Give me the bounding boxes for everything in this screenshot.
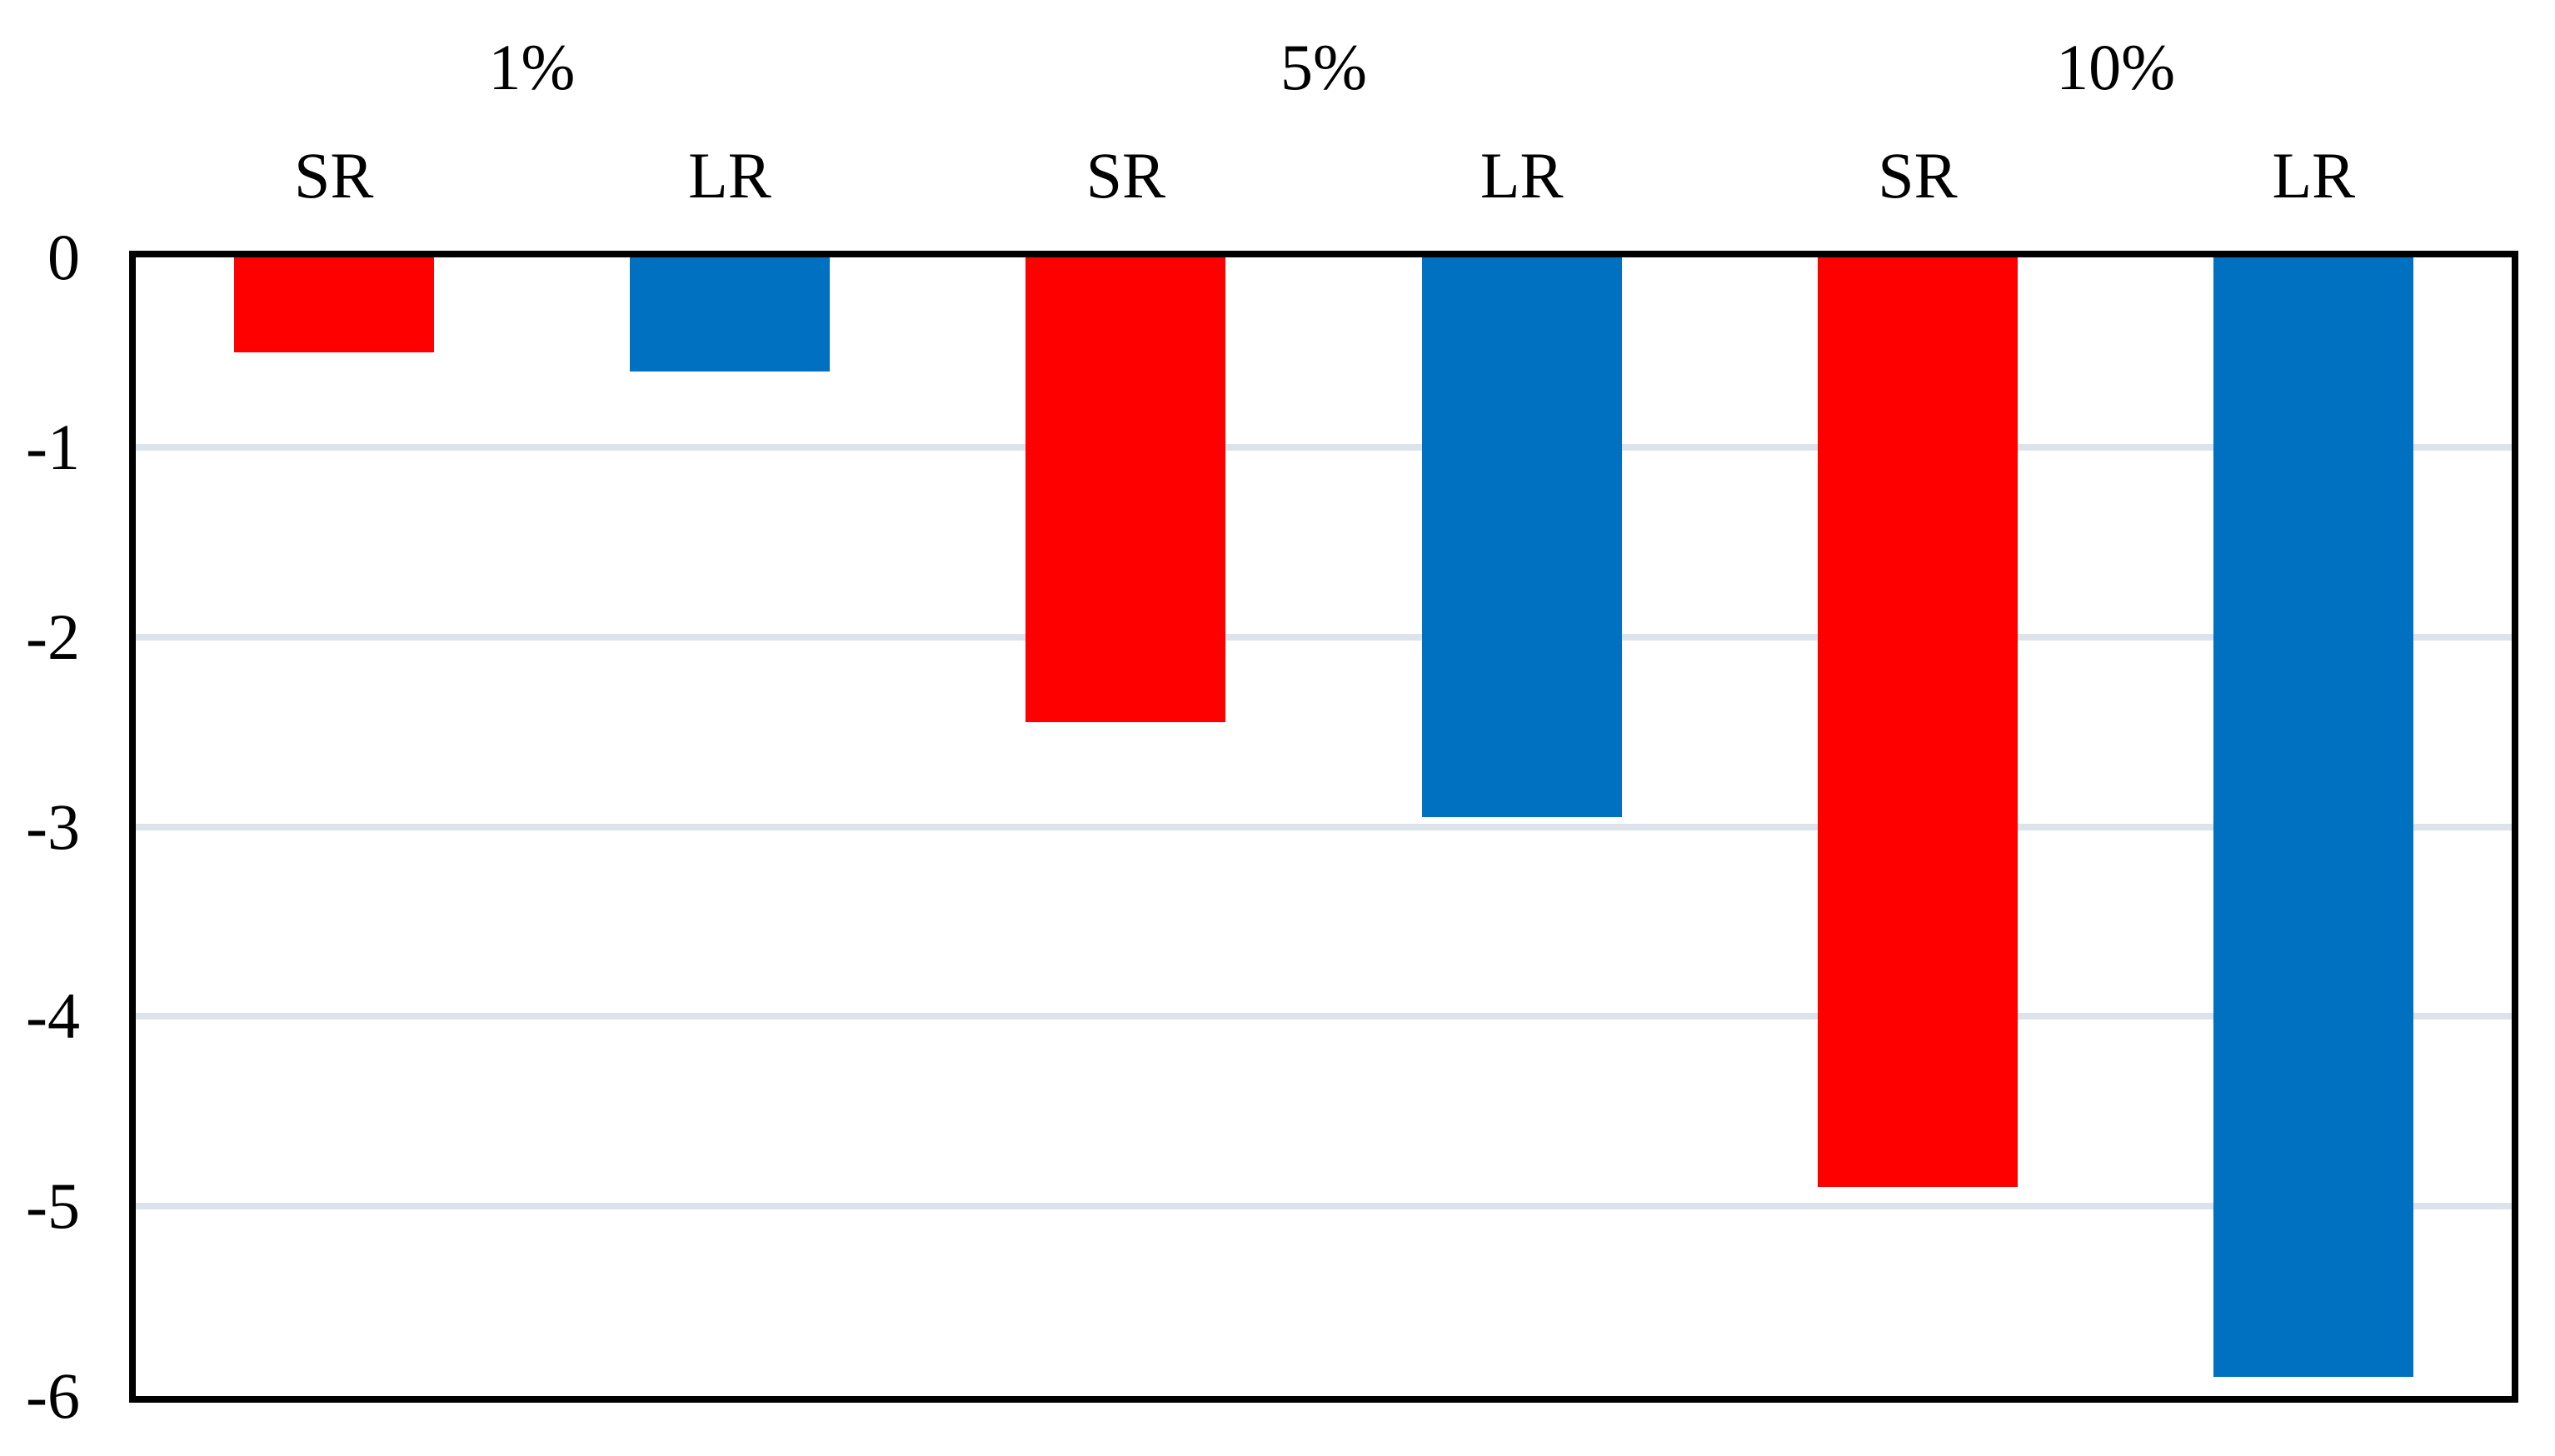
y-axis-tick-label: -2	[26, 600, 80, 673]
series-label-1pct-lr: LR	[688, 139, 771, 212]
y-axis-tick-label: -1	[26, 410, 80, 483]
series-label-5pct-sr: SR	[1085, 139, 1166, 212]
gridline	[136, 443, 2512, 451]
series-label-1pct-sr: SR	[293, 139, 374, 212]
series-label-5pct-lr: LR	[1480, 139, 1564, 212]
bar-10pct-sr	[1818, 257, 2018, 1188]
gridline	[136, 633, 2512, 641]
y-axis-tick-label: -3	[26, 790, 80, 863]
group-label-5pct: 5%	[1280, 31, 1367, 103]
gridline	[136, 1203, 2512, 1210]
y-axis-tick-label: 0	[47, 221, 80, 293]
bar-1pct-sr	[233, 257, 434, 352]
gridline	[136, 1013, 2512, 1020]
y-axis-tick-label: -4	[26, 980, 80, 1053]
bar-1pct-lr	[630, 257, 830, 371]
y-axis-tick-label: -6	[26, 1359, 80, 1432]
y-axis-tick-label: -5	[26, 1169, 80, 1243]
group-label-1pct: 1%	[488, 31, 576, 103]
gridline	[136, 823, 2512, 830]
series-label-10pct-sr: SR	[1878, 139, 1958, 212]
bar-5pct-sr	[1025, 257, 1226, 723]
bar-10pct-lr	[2213, 257, 2414, 1378]
group-label-10pct: 10%	[2056, 31, 2176, 103]
bar-5pct-lr	[1421, 257, 1622, 818]
series-label-10pct-lr: LR	[2272, 139, 2356, 212]
plot-area	[129, 251, 2518, 1403]
